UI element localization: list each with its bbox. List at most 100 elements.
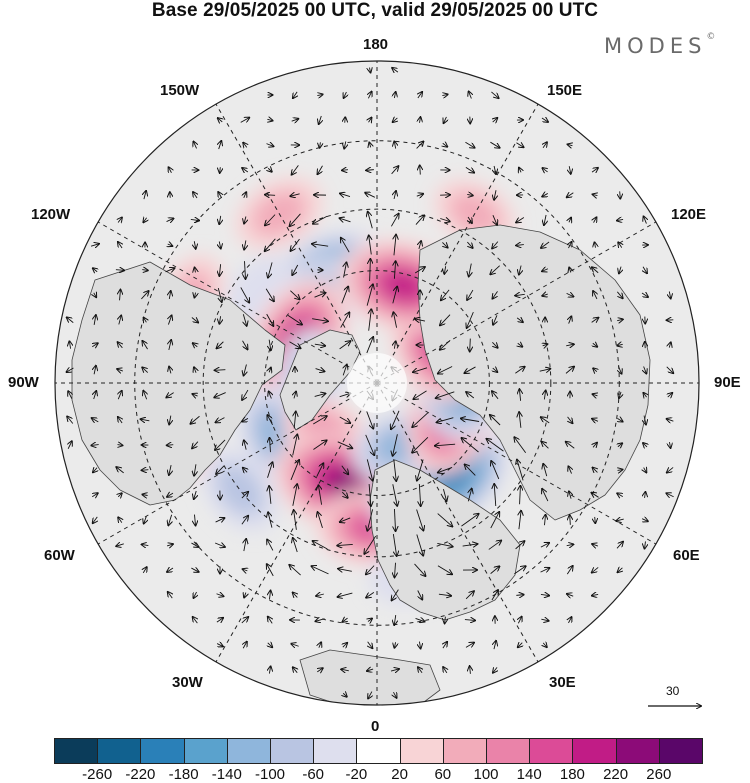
wind-arrow <box>493 315 497 324</box>
wind-arrow <box>490 566 500 574</box>
wind-arrow <box>390 214 398 227</box>
colorbar-tick-label: -100 <box>254 766 286 783</box>
wind-arrow <box>494 484 496 507</box>
wind-arrow <box>215 370 226 371</box>
wind-arrow <box>419 483 420 506</box>
wind-arrow <box>316 594 324 596</box>
wind-arrow <box>268 617 272 624</box>
wind-arrow <box>340 312 350 328</box>
wind-arrow <box>368 691 372 699</box>
wind-arrow <box>267 564 274 577</box>
colorbar-swatch <box>97 738 142 764</box>
wind-arrow <box>369 483 371 506</box>
wind-arrow <box>418 667 422 673</box>
wind-arrow <box>415 618 425 621</box>
wind-arrow <box>391 410 400 429</box>
wind-arrow <box>541 619 548 621</box>
meridian-line <box>376 221 657 384</box>
wind-arrow <box>462 438 479 453</box>
wind-arrow <box>117 369 124 371</box>
wind-arrow <box>491 91 498 98</box>
wind-arrow <box>595 242 596 247</box>
wind-arrow <box>313 541 328 550</box>
wind-arrow <box>519 168 521 173</box>
wind-arrow <box>215 439 226 450</box>
wind-arrow <box>518 343 523 346</box>
wind-arrow <box>619 391 621 398</box>
wind-arrow <box>341 465 348 474</box>
wind-arrow <box>168 315 171 325</box>
wind-arrow <box>67 416 74 424</box>
wind-arrow <box>594 217 597 222</box>
wind-arrow <box>244 240 246 249</box>
wind-arrow <box>194 367 196 372</box>
wind-arrow <box>591 318 599 323</box>
wind-arrow <box>569 491 571 499</box>
wind-arrow <box>242 168 249 172</box>
wind-arrow <box>412 412 429 427</box>
wind-arrow <box>438 366 453 373</box>
wind-arrow <box>144 516 147 524</box>
wind-arrow <box>216 594 224 596</box>
wind-arrow <box>167 493 174 497</box>
colorbar-tick-label: -20 <box>345 766 368 783</box>
wind-arrow <box>143 567 147 574</box>
wind-arrow <box>442 94 447 95</box>
wind-arrow <box>641 293 648 297</box>
wind-arrow <box>569 316 572 324</box>
wind-arrow <box>440 314 451 326</box>
wind-arrow <box>515 367 524 374</box>
wind-arrow <box>344 262 347 278</box>
wind-arrow <box>490 415 501 426</box>
wind-arrow <box>216 465 225 474</box>
wind-arrow <box>618 443 622 446</box>
wind-arrow <box>241 492 248 499</box>
wind-arrow <box>667 467 674 472</box>
wind-arrow <box>542 489 549 502</box>
wind-arrow <box>269 368 271 373</box>
wind-arrow <box>115 270 124 271</box>
lon-label-180: 180 <box>363 36 389 53</box>
wind-arrow <box>667 419 674 421</box>
latitude-circle <box>202 208 552 558</box>
wind-arrow <box>565 367 574 374</box>
wind-arrow <box>368 212 373 229</box>
anomaly-blob <box>216 464 264 516</box>
wind-arrow <box>69 341 70 349</box>
wind-arrow <box>118 517 122 522</box>
wind-arrow <box>391 166 399 175</box>
wind-arrow <box>364 535 377 554</box>
wind-arrow <box>144 318 147 323</box>
wind-arrow <box>515 541 525 550</box>
wind-arrow <box>340 518 351 522</box>
wind-arrow <box>464 620 475 621</box>
wind-arrow <box>519 412 521 428</box>
wind-arrow <box>319 642 321 647</box>
wind-arrow <box>645 492 646 499</box>
wind-arrow <box>490 512 499 529</box>
wind-arrow <box>491 461 500 480</box>
wind-arrow <box>544 391 545 400</box>
wind-arrow <box>643 393 646 397</box>
wind-arrow <box>592 267 599 274</box>
wind-arrow <box>220 167 221 173</box>
wind-arrow <box>470 338 471 352</box>
wind-arrow <box>67 368 74 372</box>
wind-arrow <box>542 294 547 296</box>
wind-arrow <box>394 642 395 648</box>
wind-arrow <box>466 392 475 399</box>
wind-arrow <box>167 445 174 446</box>
wind-arrow <box>569 166 571 174</box>
wind-arrow <box>593 343 597 347</box>
colorbar-swatch <box>226 738 271 764</box>
wind-arrow <box>543 464 546 477</box>
wind-arrow <box>318 512 323 528</box>
wind-arrow <box>267 119 272 120</box>
wind-arrow <box>394 614 395 625</box>
wind-arrow <box>467 194 472 195</box>
wind-arrow <box>668 393 672 397</box>
wind-arrow <box>568 416 573 423</box>
colorbar-swatch <box>442 738 487 764</box>
wind-arrow <box>169 465 171 475</box>
wind-arrow <box>469 263 472 277</box>
